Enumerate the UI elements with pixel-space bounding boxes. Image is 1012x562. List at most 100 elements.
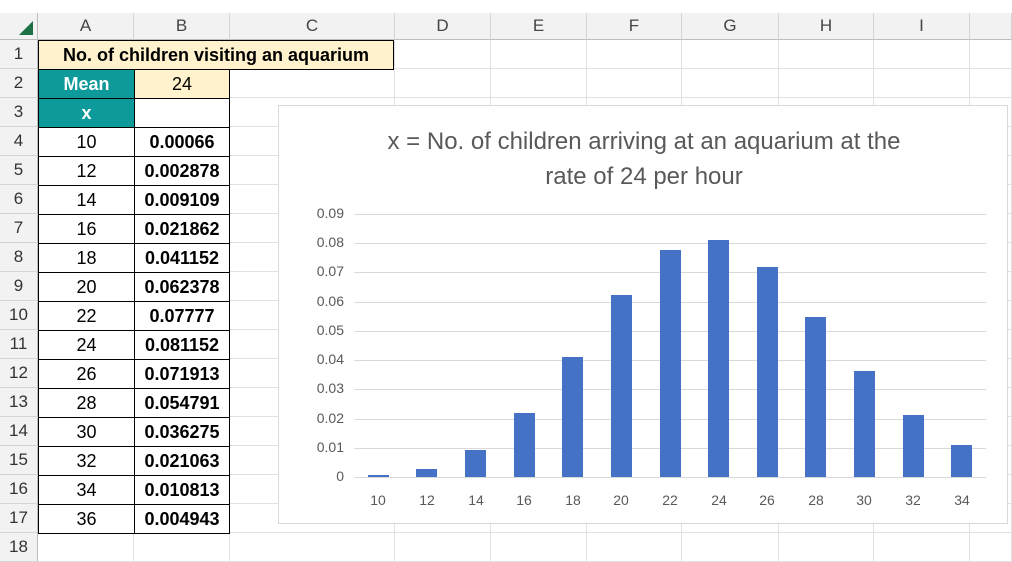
- x-value-cell[interactable]: 12: [38, 156, 135, 186]
- row-header-14[interactable]: 14: [0, 417, 38, 446]
- grid-cell[interactable]: [395, 69, 491, 98]
- grid-cell[interactable]: [874, 40, 970, 69]
- grid-cell[interactable]: [779, 69, 874, 98]
- grid-cell[interactable]: [779, 40, 874, 69]
- bar-34[interactable]: [951, 445, 972, 477]
- grid-cell[interactable]: [491, 69, 587, 98]
- probability-cell[interactable]: 0.002878: [134, 156, 230, 186]
- select-all-corner[interactable]: [0, 13, 38, 40]
- grid-cell[interactable]: [395, 40, 491, 69]
- grid-cell[interactable]: [491, 533, 587, 562]
- bar-10[interactable]: [368, 475, 389, 477]
- x-value-cell[interactable]: 24: [38, 330, 135, 360]
- grid-cell[interactable]: [587, 533, 682, 562]
- sheet-title-cell[interactable]: No. of children visiting an aquarium: [38, 40, 394, 70]
- bar-24[interactable]: [708, 240, 729, 477]
- column-header-f[interactable]: F: [587, 13, 682, 40]
- column-header-a[interactable]: A: [38, 13, 134, 40]
- row-header-10[interactable]: 10: [0, 301, 38, 330]
- row-header-11[interactable]: 11: [0, 330, 38, 359]
- mean-value-cell[interactable]: 24: [134, 69, 230, 99]
- grid-cell[interactable]: [874, 69, 970, 98]
- x-value-cell[interactable]: 18: [38, 243, 135, 273]
- x-value-cell[interactable]: 32: [38, 446, 135, 476]
- row-header-15[interactable]: 15: [0, 446, 38, 475]
- probability-cell[interactable]: 0.004943: [134, 504, 230, 534]
- row-header-18[interactable]: 18: [0, 533, 38, 562]
- bar-12[interactable]: [416, 469, 437, 477]
- x-value-cell[interactable]: 30: [38, 417, 135, 447]
- x-value-cell[interactable]: 20: [38, 272, 135, 302]
- probability-cell[interactable]: 0.021063: [134, 446, 230, 476]
- probability-cell[interactable]: 0.021862: [134, 214, 230, 244]
- column-header-b[interactable]: B: [134, 13, 230, 40]
- x-value-cell[interactable]: 16: [38, 214, 135, 244]
- bar-20[interactable]: [611, 295, 632, 477]
- x-value-cell[interactable]: 34: [38, 475, 135, 505]
- x-value-cell[interactable]: 28: [38, 388, 135, 418]
- x-value-cell[interactable]: 22: [38, 301, 135, 331]
- grid-cell[interactable]: [587, 40, 682, 69]
- mean-label-cell[interactable]: Mean: [38, 69, 135, 99]
- row-header-12[interactable]: 12: [0, 359, 38, 388]
- bar-28[interactable]: [805, 317, 826, 477]
- row-header-9[interactable]: 9: [0, 272, 38, 301]
- probability-cell[interactable]: 0.054791: [134, 388, 230, 418]
- probability-cell[interactable]: 0.010813: [134, 475, 230, 505]
- grid-cell[interactable]: [230, 533, 395, 562]
- bar-30[interactable]: [854, 371, 875, 477]
- grid-cell[interactable]: [970, 69, 1012, 98]
- grid-cell[interactable]: [970, 40, 1012, 69]
- grid-cell[interactable]: [491, 40, 587, 69]
- grid-cell[interactable]: [682, 40, 779, 69]
- column-header-c[interactable]: C: [230, 13, 395, 40]
- row-header-3[interactable]: 3: [0, 98, 38, 127]
- column-header-h[interactable]: H: [779, 13, 874, 40]
- chart[interactable]: x = No. of children arriving at an aquar…: [278, 105, 1008, 524]
- bar-18[interactable]: [562, 357, 583, 477]
- probability-cell[interactable]: 0.041152: [134, 243, 230, 273]
- probability-cell[interactable]: 0.081152: [134, 330, 230, 360]
- grid-cell[interactable]: [134, 533, 230, 562]
- x-value-cell[interactable]: 26: [38, 359, 135, 389]
- row-header-5[interactable]: 5: [0, 156, 38, 185]
- grid-cell[interactable]: [38, 533, 134, 562]
- probability-cell[interactable]: 0.062378: [134, 272, 230, 302]
- grid-cell[interactable]: [587, 69, 682, 98]
- blank-cell-b3[interactable]: [134, 98, 230, 128]
- probability-cell[interactable]: 0.009109: [134, 185, 230, 215]
- row-header-2[interactable]: 2: [0, 69, 38, 98]
- x-value-cell[interactable]: 36: [38, 504, 135, 534]
- row-header-8[interactable]: 8: [0, 243, 38, 272]
- row-header-16[interactable]: 16: [0, 475, 38, 504]
- probability-cell[interactable]: 0.036275: [134, 417, 230, 447]
- bar-32[interactable]: [903, 415, 924, 477]
- grid-cell[interactable]: [779, 533, 874, 562]
- column-header-d[interactable]: D: [395, 13, 491, 40]
- probability-cell[interactable]: 0.071913: [134, 359, 230, 389]
- bar-22[interactable]: [660, 250, 681, 477]
- row-header-4[interactable]: 4: [0, 127, 38, 156]
- bar-14[interactable]: [465, 450, 486, 477]
- row-header-1[interactable]: 1: [0, 40, 38, 69]
- probability-cell[interactable]: 0.00066: [134, 127, 230, 157]
- probability-cell[interactable]: 0.07777: [134, 301, 230, 331]
- bar-26[interactable]: [757, 267, 778, 477]
- grid-cell[interactable]: [230, 69, 395, 98]
- grid-cell[interactable]: [970, 533, 1012, 562]
- row-header-13[interactable]: 13: [0, 388, 38, 417]
- column-header-g[interactable]: G: [682, 13, 779, 40]
- x-header-cell[interactable]: x: [38, 98, 135, 128]
- row-header-7[interactable]: 7: [0, 214, 38, 243]
- column-header-i[interactable]: I: [874, 13, 970, 40]
- row-header-6[interactable]: 6: [0, 185, 38, 214]
- bar-16[interactable]: [514, 413, 535, 477]
- grid-cell[interactable]: [682, 69, 779, 98]
- x-value-cell[interactable]: 14: [38, 185, 135, 215]
- row-header-17[interactable]: 17: [0, 504, 38, 533]
- column-header-e[interactable]: E: [491, 13, 587, 40]
- grid-cell[interactable]: [682, 533, 779, 562]
- grid-cell[interactable]: [395, 533, 491, 562]
- grid-cell[interactable]: [874, 533, 970, 562]
- column-header-j[interactable]: [970, 13, 1012, 40]
